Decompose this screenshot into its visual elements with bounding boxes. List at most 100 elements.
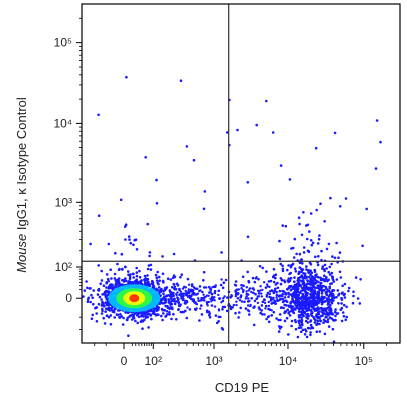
event-dot — [301, 303, 305, 306]
event-dot — [304, 290, 308, 294]
event-dot — [162, 312, 165, 315]
event-dot — [164, 304, 167, 308]
event-dot — [321, 310, 324, 314]
event-dot — [331, 313, 335, 316]
event-dot — [302, 287, 306, 291]
event-dot — [171, 306, 174, 310]
event-dot — [328, 316, 332, 319]
event-dot — [264, 307, 267, 310]
x-tick-label: 10⁴ — [279, 354, 298, 368]
event-dot — [322, 321, 325, 325]
event-dot — [221, 328, 225, 331]
event-dot — [313, 268, 317, 272]
event-dot — [300, 322, 304, 325]
event-dot — [309, 287, 312, 291]
event-dot — [275, 296, 278, 299]
event-dot — [260, 304, 264, 307]
event-dot — [202, 279, 205, 282]
event-dot — [297, 281, 301, 285]
event-dot — [309, 262, 313, 266]
event-dot — [257, 277, 260, 281]
event-dot — [293, 295, 296, 299]
event-dot — [309, 239, 313, 242]
event-dot — [184, 289, 187, 293]
event-dot — [116, 262, 119, 266]
event-dot — [314, 318, 317, 322]
event-dot — [199, 307, 202, 310]
event-dot — [157, 286, 161, 289]
event-dot — [128, 275, 132, 279]
event-dot — [307, 314, 311, 318]
event-dot — [164, 297, 167, 301]
event-dot — [208, 316, 212, 319]
event-dot — [379, 140, 382, 144]
event-dot — [298, 252, 302, 256]
event-dot — [119, 312, 122, 316]
event-dot — [152, 309, 156, 313]
y-axis-label: Mouse IgG1, κ Isotype Control — [14, 97, 29, 273]
event-dot — [268, 292, 271, 296]
event-dot — [153, 307, 157, 311]
event-dot — [132, 316, 136, 320]
event-dot — [111, 310, 115, 313]
event-dot — [171, 285, 174, 289]
event-dot — [315, 315, 318, 318]
event-dot — [180, 273, 183, 277]
event-dot — [234, 289, 237, 293]
event-dot — [311, 296, 314, 299]
event-dot — [307, 271, 311, 275]
event-dot — [171, 276, 175, 280]
event-dot — [185, 293, 188, 297]
event-dot — [181, 295, 185, 299]
event-dot — [172, 274, 176, 278]
event-dot — [298, 324, 302, 327]
event-dot — [225, 309, 229, 313]
event-dot — [239, 295, 242, 299]
event-dot — [89, 300, 92, 304]
event-dot — [351, 301, 355, 305]
event-dot — [327, 325, 331, 328]
event-dot — [160, 307, 164, 311]
event-dot — [121, 323, 125, 326]
event-dot — [223, 295, 226, 298]
event-dot — [314, 281, 318, 285]
event-dot — [274, 276, 277, 280]
event-dot — [304, 329, 308, 333]
event-dot — [175, 318, 178, 321]
event-dot — [291, 308, 295, 311]
event-dot — [92, 289, 95, 292]
event-dot — [105, 273, 109, 276]
event-dot — [305, 224, 308, 227]
event-dot — [263, 313, 266, 316]
event-dot — [200, 296, 203, 300]
event-dot — [316, 319, 320, 323]
event-dot — [320, 302, 324, 306]
event-dot — [165, 295, 168, 298]
event-dot — [300, 296, 303, 299]
event-dot — [149, 313, 152, 316]
event-dot — [168, 313, 171, 316]
event-dot — [110, 277, 113, 280]
event-dot — [94, 306, 97, 310]
event-dot — [235, 292, 238, 296]
event-dot — [86, 286, 89, 290]
event-dot — [199, 299, 203, 302]
event-dot — [299, 330, 303, 334]
event-dot — [295, 252, 298, 256]
event-dot — [290, 324, 293, 328]
event-dot — [275, 317, 278, 320]
event-dot — [309, 312, 313, 316]
event-dot — [111, 283, 114, 287]
event-dot — [155, 178, 158, 182]
event-dot — [305, 316, 308, 319]
event-dot — [284, 224, 288, 228]
event-dot — [268, 285, 271, 289]
event-dot — [155, 309, 158, 313]
event-dot — [274, 300, 277, 303]
event-dot — [326, 318, 330, 321]
event-dot — [301, 328, 305, 332]
event-dot — [289, 265, 293, 269]
event-dot — [268, 295, 271, 299]
event-dot — [230, 294, 233, 297]
event-dot — [287, 277, 291, 280]
